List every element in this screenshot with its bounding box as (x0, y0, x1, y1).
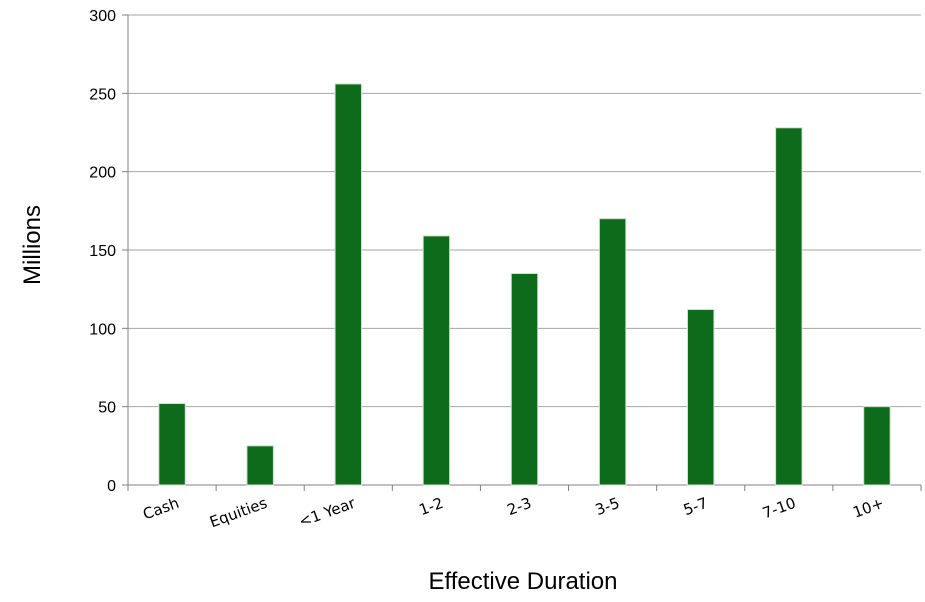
bar-3-5 (598, 218, 627, 486)
x-tick-label: 2-3 (505, 494, 534, 519)
bar-equities (246, 445, 274, 486)
x-tick-label: 7-10 (760, 494, 798, 523)
x-tick-label: Equities (207, 494, 269, 531)
y-tick-label: 0 (107, 478, 116, 495)
bar--1-year (334, 83, 362, 486)
bar-2-3 (510, 273, 539, 486)
x-tick-label: 3-5 (593, 494, 622, 519)
x-tick-label: Cash (140, 494, 181, 524)
x-tick-label: <1 Year (296, 494, 358, 531)
x-tick-label: 10+ (850, 494, 886, 522)
bar-1-2 (422, 235, 451, 486)
x-tick-label: 5-7 (681, 494, 710, 519)
y-tick-label: 300 (89, 8, 116, 25)
y-tick-label: 50 (98, 400, 116, 417)
x-axis-label: Effective Duration (428, 568, 618, 595)
x-tick-label: 1-2 (417, 494, 446, 519)
y-axis-label: Millions (19, 204, 46, 286)
bar-10- (863, 406, 891, 486)
bar-5-7 (687, 309, 715, 486)
y-tick-label: 250 (89, 86, 116, 103)
bar-cash (158, 403, 186, 486)
bar-7-10 (775, 127, 803, 486)
y-tick-label: 200 (89, 165, 116, 182)
y-tick-label: 150 (89, 243, 116, 260)
y-tick-label: 100 (89, 321, 116, 338)
